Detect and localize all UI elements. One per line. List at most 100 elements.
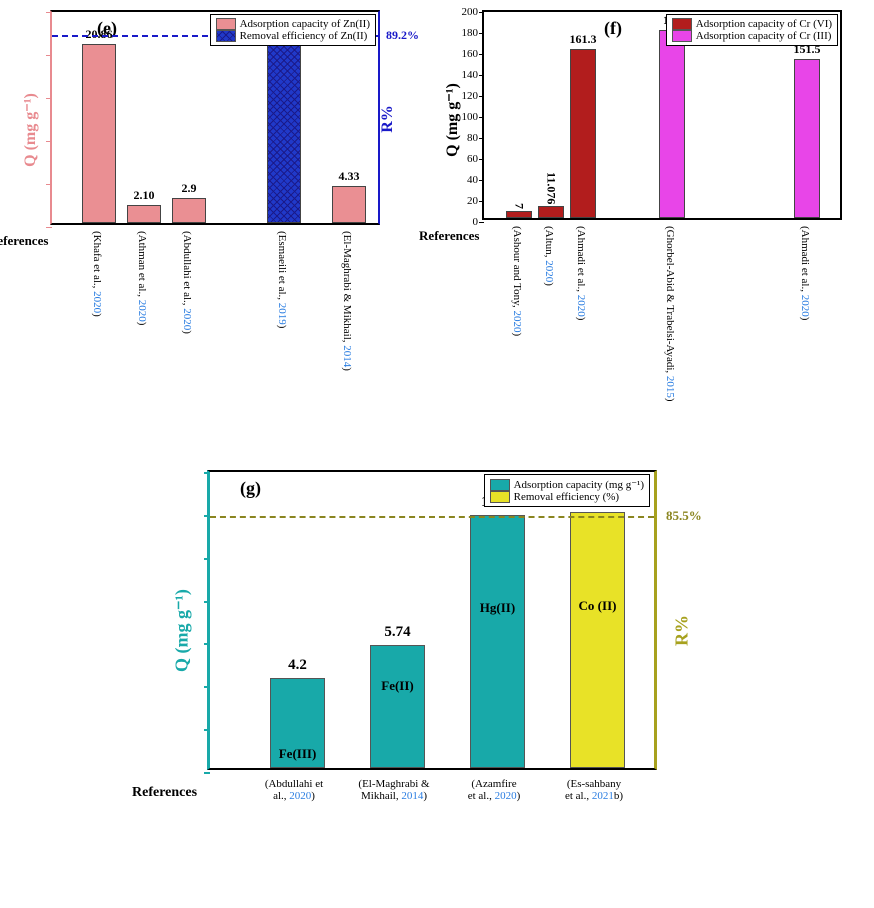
- tick-mark: [46, 55, 52, 56]
- plot-area-g: (g) Adsorption capacity (mg g⁻¹)Removal e…: [207, 470, 657, 770]
- x-ref: (Azamfireet al., 2020): [449, 778, 539, 802]
- x-ref: (Altun, 2020): [543, 226, 555, 286]
- legend-row: Removal efficiency (%): [490, 491, 644, 503]
- x-ref: (Ashour and Tony, 2020): [511, 226, 523, 336]
- tick-mark: [46, 98, 52, 99]
- legend-label: Removal efficiency of Zn(II): [240, 30, 368, 42]
- tick-mark: [46, 12, 52, 13]
- bar: [127, 205, 161, 223]
- bar-value-label: 4.33: [339, 169, 360, 184]
- bar: [659, 30, 685, 218]
- legend-label: Adsorption capacity (mg g⁻¹): [514, 478, 644, 491]
- legend-swatch: [216, 18, 236, 30]
- x-ref: (El-Maghrabi & Mikhail, 2014): [341, 231, 353, 371]
- tick-mark: [204, 643, 210, 645]
- bar: [538, 206, 564, 218]
- tick-mark: [204, 686, 210, 688]
- x-ref: (El-Maghrabi &Mikhail, 2014): [349, 778, 439, 802]
- bar-value-label: 4.2: [288, 657, 307, 674]
- legend-swatch: [490, 479, 510, 491]
- tick-mark: [204, 558, 210, 560]
- ylabel-left-g: Q (mg g⁻¹): [172, 561, 193, 701]
- ylabel-right-g: R%: [672, 591, 693, 671]
- legend-label: Adsorption capacity of Cr (III): [696, 30, 832, 42]
- tick-label: 200: [454, 6, 478, 18]
- tick-label: 100: [454, 111, 478, 123]
- tick-mark: [479, 159, 484, 160]
- legend: Adsorption capacity of Zn(II)Removal eff…: [210, 14, 376, 46]
- dashed-label: 89.2%: [386, 28, 419, 43]
- row-bottom: Q (mg g⁻¹) (g) Adsorption capacity (mg g⁻…: [10, 470, 864, 820]
- x-ref: (Athman et al., 2020): [136, 231, 148, 325]
- tick-label: 0: [454, 216, 478, 228]
- legend-swatch: [672, 30, 692, 42]
- tick-label: 120: [454, 90, 478, 102]
- tick-mark: [46, 141, 52, 142]
- bar: [570, 49, 596, 218]
- bar-value-label: 7: [512, 203, 527, 209]
- legend-row: Adsorption capacity (mg g⁻¹): [490, 478, 644, 491]
- x-ref: (Ahmadi et al., 2020): [799, 226, 811, 320]
- tick-label: 140: [454, 69, 478, 81]
- tick-mark: [204, 601, 210, 603]
- bar-inner-label: Hg(II): [480, 600, 515, 616]
- refs-label-e: References: [0, 233, 48, 249]
- bar-value-label: 161.3: [570, 32, 597, 47]
- bar-inner-label: Fe(II): [381, 678, 414, 694]
- bar-inner-label: Fe(III): [279, 746, 317, 762]
- bar: [570, 512, 625, 769]
- tick-label: 60: [454, 153, 478, 165]
- tick-mark: [479, 201, 484, 202]
- dashed-label: 85.5%: [666, 508, 702, 524]
- panel-label: (g): [240, 478, 261, 499]
- x-ref: (Khafa et al., 2020): [91, 231, 103, 317]
- tick-mark: [479, 75, 484, 76]
- tick-label: 40: [454, 174, 478, 186]
- legend-row: Adsorption capacity of Cr (VI): [672, 18, 832, 30]
- xticks-f: (Ashour and Tony, 2020) (Altun, 2020) (Ahm…: [482, 220, 864, 450]
- bar: [267, 31, 301, 223]
- xticks-e: (Khafa et al., 2020) (Athman et al., 2020…: [50, 225, 427, 425]
- bar: [794, 59, 820, 218]
- bar: [332, 186, 366, 223]
- tick-mark: [46, 184, 52, 185]
- bar: [370, 645, 425, 768]
- x-ref: (Abdullahi etal., 2020): [249, 778, 339, 802]
- x-ref: (Ghorbel-Abid & Trabelsi-Ayadi, 2015): [664, 226, 676, 402]
- x-ref: (Abdullahi et al., 2020): [181, 231, 193, 334]
- legend-label: Adsorption capacity of Cr (VI): [696, 18, 832, 30]
- bar-value-label: 2.10: [134, 188, 155, 203]
- legend-label: Removal efficiency (%): [514, 491, 619, 503]
- plot-area-e: (e)Adsorption capacity of Zn(II)Removal …: [50, 10, 380, 225]
- tick-label: 20: [454, 195, 478, 207]
- legend-swatch: [216, 30, 236, 42]
- tick-mark: [479, 138, 484, 139]
- dashed-threshold: [210, 516, 654, 518]
- legend: Adsorption capacity (mg g⁻¹)Removal effi…: [484, 474, 650, 507]
- x-ref: (Esmaeili et al., 2019): [276, 231, 288, 328]
- tick-mark: [479, 33, 484, 34]
- tick-mark: [479, 96, 484, 97]
- panel-e: Q (mg g⁻¹) (e)Adsorption capacity of Zn(…: [10, 10, 427, 450]
- plot-area-f: (f) Adsorption capacity of Cr (VI)Adsorpt…: [482, 10, 842, 220]
- bar: [506, 211, 532, 218]
- bar-value-label: 2.9: [182, 181, 197, 196]
- bar-value-label: 5.74: [384, 624, 410, 641]
- legend-row: Adsorption capacity of Cr (III): [672, 30, 832, 42]
- tick-label: 180: [454, 27, 478, 39]
- ylabel-right-e: R%: [379, 79, 397, 159]
- legend-row: Removal efficiency of Zn(II): [216, 30, 370, 42]
- tick-mark: [479, 54, 484, 55]
- tick-mark: [204, 472, 210, 474]
- bar-value-label: 20.86: [86, 27, 113, 42]
- xticks-g: (Abdullahi etal., 2020) (El-Maghrabi &Mik…: [207, 770, 737, 820]
- tick-label: 80: [454, 132, 478, 144]
- x-ref: (Es-sahbanyet al., 2021b): [549, 778, 639, 802]
- tick-mark: [204, 729, 210, 731]
- panel-g: Q (mg g⁻¹) (g) Adsorption capacity (mg g⁻…: [137, 470, 737, 820]
- bar-value-label: 11.076: [544, 172, 559, 204]
- legend: Adsorption capacity of Cr (VI)Adsorption…: [666, 14, 838, 46]
- tick-mark: [479, 12, 484, 13]
- panel-label: (f): [604, 18, 622, 39]
- bar: [82, 44, 116, 223]
